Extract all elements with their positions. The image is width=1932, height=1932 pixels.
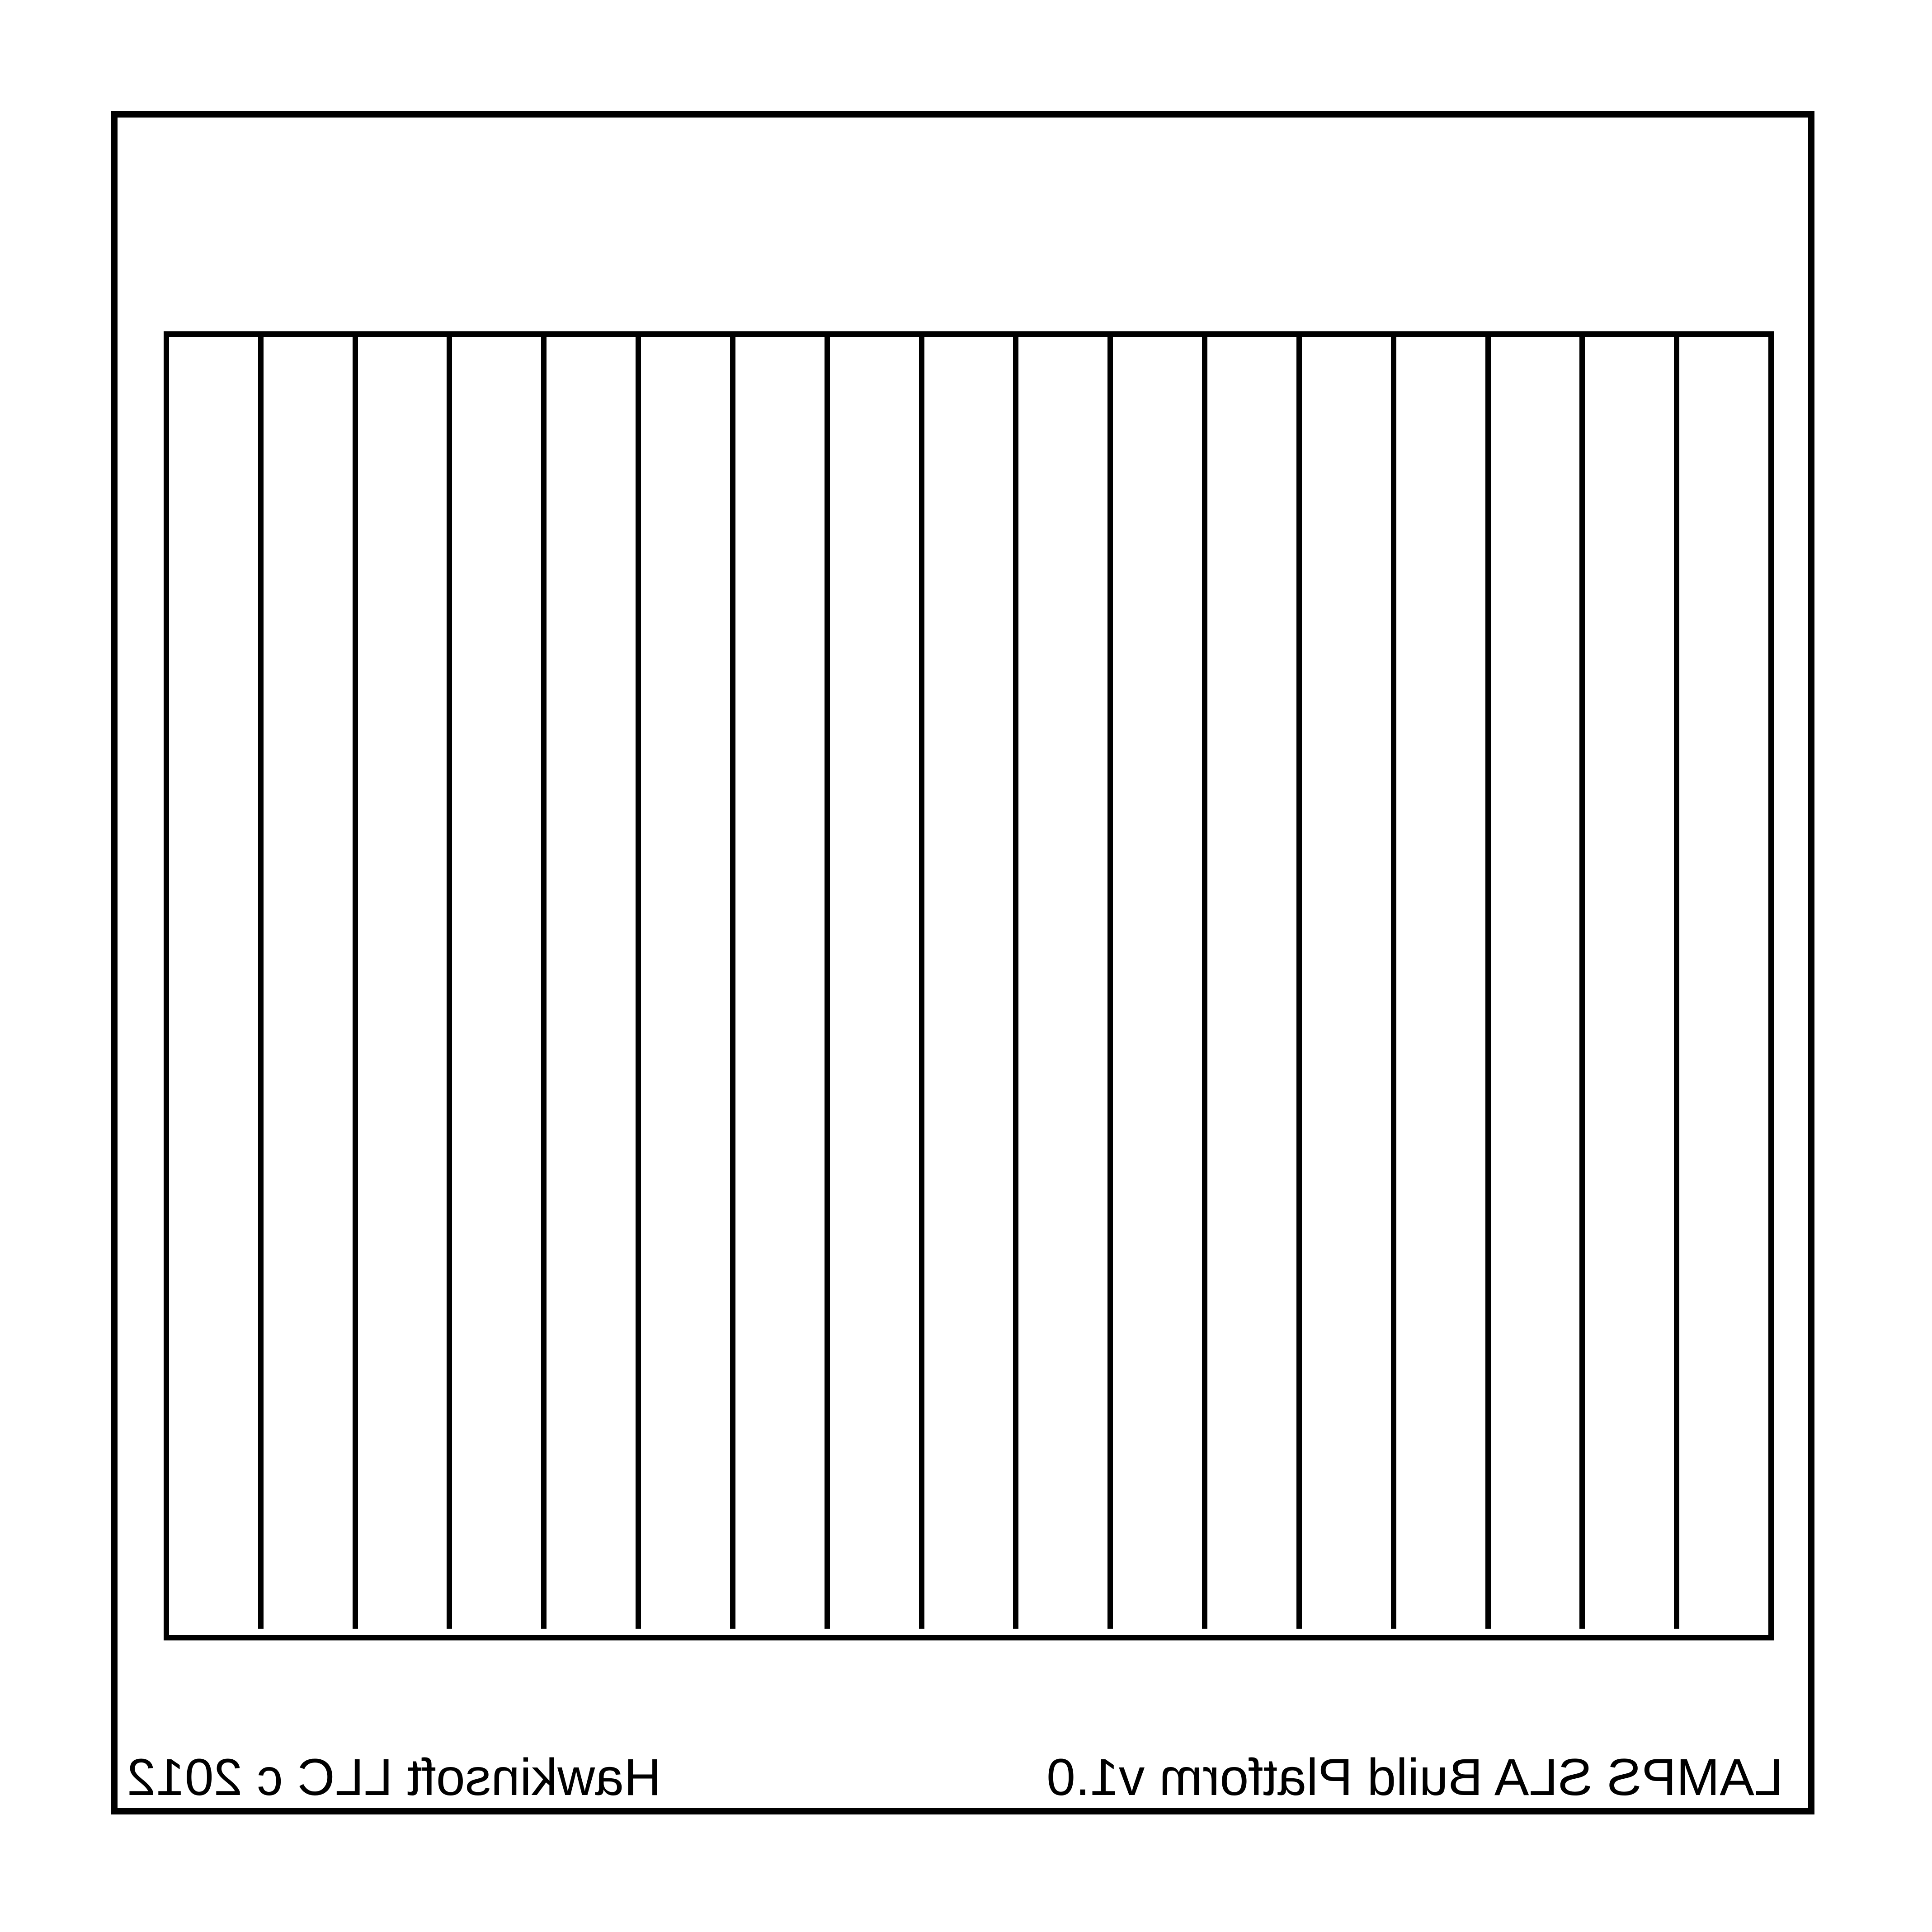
build-area-outline — [164, 331, 1774, 1640]
groove-line — [1674, 337, 1680, 1629]
groove-line — [824, 337, 830, 1629]
groove-line — [447, 337, 452, 1629]
groove-line — [1579, 337, 1585, 1629]
platform-title-label: LAMPS SLA Build Platform v1.0 — [1046, 1748, 1783, 1806]
groove-line — [258, 337, 264, 1629]
groove-line — [636, 337, 641, 1629]
groove-line — [1296, 337, 1302, 1629]
groove-line — [1013, 337, 1019, 1629]
groove-line — [919, 337, 924, 1629]
groove-line — [1202, 337, 1208, 1629]
groove-line — [1107, 337, 1113, 1629]
copyright-label: Hawkinsoft LLC c 2012 — [127, 1748, 662, 1806]
groove-line — [541, 337, 547, 1629]
platform-outline — [111, 111, 1814, 1814]
groove-line — [1485, 337, 1491, 1629]
groove-line — [730, 337, 735, 1629]
groove-line — [1390, 337, 1396, 1629]
groove-line — [352, 337, 358, 1629]
